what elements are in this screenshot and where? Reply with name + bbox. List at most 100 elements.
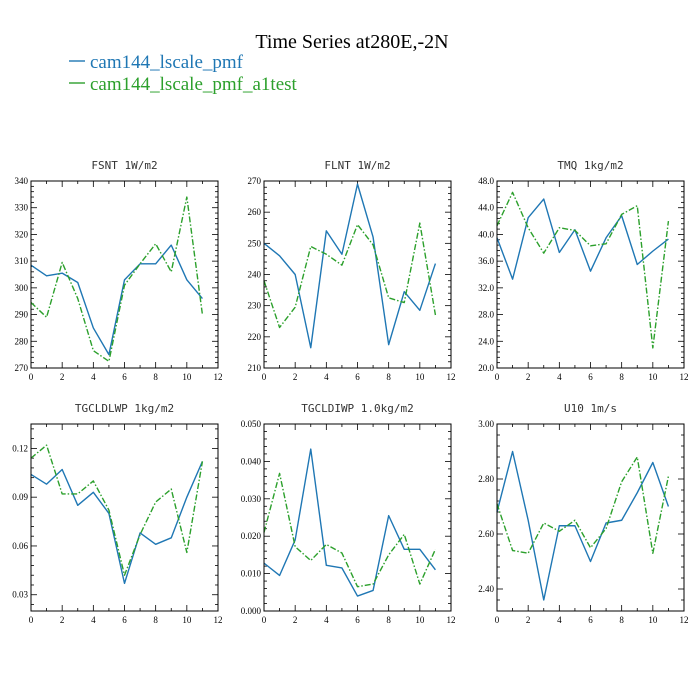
y-tick-label: 44.0 — [478, 203, 494, 213]
x-tick-label: 4 — [91, 615, 96, 625]
y-tick-label: 320 — [15, 229, 29, 239]
y-tick-label: 32.0 — [478, 283, 494, 293]
panel-title: U10 1m/s — [564, 402, 617, 415]
legend-label-1: cam144_lscale_pmf_a1test — [90, 74, 298, 95]
plot-frame — [496, 423, 685, 612]
series-line-1 — [30, 444, 204, 576]
y-tick-label: 2.40 — [478, 584, 494, 594]
x-tick-label: 2 — [60, 615, 65, 625]
x-tick-label: 10 — [648, 615, 658, 625]
plot-frame — [30, 423, 219, 612]
x-tick-label: 6 — [588, 372, 593, 382]
x-tick-label: 6 — [355, 372, 360, 382]
y-tick-label: 210 — [248, 363, 262, 373]
y-tick-label: 36.0 — [478, 256, 494, 266]
y-tick-label: 250 — [248, 238, 262, 248]
series-line-1 — [496, 456, 670, 554]
x-tick-label: 6 — [355, 615, 360, 625]
x-tick-label: 4 — [557, 615, 562, 625]
x-tick-label: 2 — [60, 372, 65, 382]
y-tick-label: 260 — [248, 207, 262, 217]
x-tick-label: 10 — [182, 372, 192, 382]
plot-frame — [263, 423, 452, 612]
panel-3: TGCLDLWP 1kg/m2 0 2 4 6 8 10 12 0.03 0.06 0.09 0.12 — [12, 402, 222, 625]
y-tick-label: 0.12 — [12, 443, 28, 453]
x-tick-label: 2 — [526, 372, 531, 382]
x-tick-label: 10 — [415, 615, 425, 625]
series-line-0 — [263, 183, 437, 349]
y-tick-label: 0.010 — [241, 569, 262, 579]
y-tick-label: 300 — [15, 283, 29, 293]
y-tick-label: 0.000 — [241, 606, 262, 616]
x-tick-label: 2 — [526, 615, 531, 625]
y-tick-label: 290 — [15, 310, 29, 320]
x-tick-label: 0 — [29, 615, 34, 625]
y-tick-label: 28.0 — [478, 310, 494, 320]
y-tick-label: 0.020 — [241, 531, 262, 541]
panel-5: U10 1m/s 0 2 4 6 8 10 12 2.40 2.60 2.80 3.00 — [478, 402, 688, 625]
x-tick-label: 4 — [324, 372, 329, 382]
x-tick-label: 8 — [619, 615, 624, 625]
x-tick-label: 0 — [262, 372, 267, 382]
y-tick-label: 0.03 — [12, 590, 28, 600]
x-tick-label: 6 — [122, 615, 127, 625]
y-tick-label: 0.09 — [12, 492, 28, 502]
x-tick-label: 8 — [153, 372, 158, 382]
panel-title: TGCLDIWP 1.0kg/m2 — [301, 402, 414, 415]
panel-title: FLNT 1W/m2 — [324, 159, 390, 172]
plot-frame — [496, 180, 685, 369]
y-tick-label: 3.00 — [478, 419, 494, 429]
y-tick-label: 24.0 — [478, 336, 494, 346]
x-tick-label: 12 — [447, 615, 456, 625]
panel-2: TMQ 1kg/m2 0 2 4 6 8 10 12 20.0 24.0 28.0 32.0 36.0 4… — [478, 159, 688, 382]
x-tick-label: 12 — [214, 615, 223, 625]
panel-1: FLNT 1W/m2 0 2 4 6 8 10 12 210 220 230 240 250 260 270 — [248, 159, 456, 382]
x-tick-label: 8 — [619, 372, 624, 382]
figure-legend: cam144_lscale_pmf cam144_lscale_pmf_a1te… — [69, 52, 298, 95]
x-tick-label: 6 — [122, 372, 127, 382]
y-tick-label: 330 — [15, 203, 29, 213]
x-tick-label: 8 — [386, 615, 391, 625]
legend-label-0: cam144_lscale_pmf — [90, 52, 244, 73]
y-tick-label: 220 — [248, 332, 262, 342]
x-tick-label: 4 — [324, 615, 329, 625]
y-tick-label: 0.050 — [241, 419, 262, 429]
series-line-1 — [496, 191, 670, 349]
x-tick-label: 12 — [214, 372, 223, 382]
y-tick-label: 2.80 — [478, 474, 494, 484]
panel-title: FSNT 1W/m2 — [91, 159, 157, 172]
y-tick-label: 280 — [15, 336, 29, 346]
x-tick-label: 10 — [648, 372, 658, 382]
figure-title: Time Series at280E,-2N — [255, 31, 448, 53]
y-tick-label: 0.06 — [12, 541, 28, 551]
x-tick-label: 8 — [153, 615, 158, 625]
panels: FSNT 1W/m20 2 4 6 8 10 12270280290300310320330… — [12, 159, 688, 625]
y-tick-label: 230 — [248, 301, 262, 311]
panel-title: TGCLDLWP 1kg/m2 — [75, 402, 174, 415]
x-tick-label: 12 — [680, 615, 689, 625]
y-tick-label: 240 — [248, 270, 262, 280]
series-line-0 — [496, 198, 669, 280]
series-line-0 — [263, 448, 436, 597]
y-tick-label: 310 — [15, 256, 29, 266]
plot-frame — [30, 180, 219, 369]
x-tick-label: 2 — [293, 372, 298, 382]
x-tick-label: 12 — [680, 372, 689, 382]
series-line-1 — [263, 472, 437, 588]
x-tick-label: 4 — [91, 372, 96, 382]
series-line-1 — [263, 222, 437, 329]
plot-frame — [263, 180, 452, 369]
y-tick-label: 0.030 — [241, 494, 262, 504]
y-tick-label: 0.040 — [241, 456, 262, 466]
y-tick-label: 270 — [15, 363, 29, 373]
y-tick-label: 20.0 — [478, 363, 494, 373]
series-line-0 — [496, 450, 670, 601]
x-tick-label: 0 — [495, 372, 500, 382]
x-tick-label: 10 — [415, 372, 425, 382]
y-tick-label: 270 — [248, 176, 262, 186]
panel-0: FSNT 1W/m2 0 2 4 6 8 10 12 270 280 290 300 310 320 330… — [15, 159, 223, 382]
y-tick-label: 48.0 — [478, 176, 494, 186]
series-line-1 — [30, 196, 204, 363]
